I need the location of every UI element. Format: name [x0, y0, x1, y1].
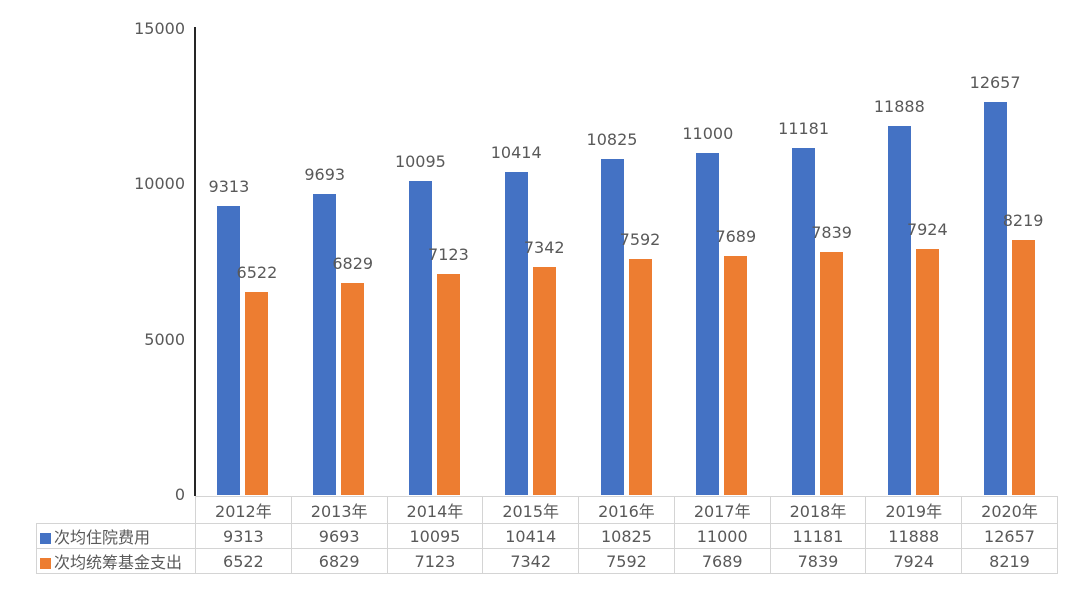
bar-data-label-series-1-2014年: 7123 — [428, 244, 469, 264]
bar-data-label-series-0-2015年: 10414 — [490, 142, 542, 162]
table-value-series-1-2014年: 7123 — [386, 548, 484, 574]
bar-data-label-series-0-2019年: 11888 — [873, 96, 925, 116]
table-header-2019年: 2019年 — [865, 496, 963, 524]
y-axis-tick-label: 15000 — [134, 19, 185, 38]
bar-data-label-series-0-2018年: 11181 — [778, 118, 830, 138]
table-value-series-1-2012年: 6522 — [195, 548, 292, 574]
bar-data-label-series-1-2018年: 7839 — [811, 222, 852, 242]
bar-series-1-2014年 — [436, 273, 460, 495]
bar-series-0-2016年 — [600, 158, 624, 495]
bar-series-0-2018年 — [792, 147, 816, 495]
legend-key-icon — [40, 558, 51, 569]
legend-key-icon — [40, 533, 51, 544]
table-value-series-0-2014年: 10095 — [386, 523, 484, 549]
table-header-2015年: 2015年 — [482, 496, 580, 524]
table-value-series-0-2019年: 11888 — [865, 523, 963, 549]
table-value-series-0-2012年: 9313 — [195, 523, 292, 549]
y-axis-tick-label: 10000 — [134, 174, 185, 194]
table-corner-cell — [37, 497, 196, 524]
y-axis-tick-label: 5000 — [144, 329, 185, 349]
y-axis-line — [194, 27, 196, 496]
table-header-2013年: 2013年 — [290, 496, 388, 524]
table-header-2017年: 2017年 — [673, 496, 771, 524]
table-row-series-0: 次均住院费用 9313 9693 10095 10414 10825 11000 11181 1… — [36, 523, 1058, 549]
legend-label: 次均住院费用 — [54, 528, 151, 547]
table-value-series-0-2017年: 11000 — [673, 523, 771, 549]
table-value-series-1-2018年: 7839 — [769, 548, 867, 574]
bar-series-0-2019年 — [887, 125, 911, 495]
bar-series-1-2015年 — [532, 266, 556, 495]
bar-data-label-series-1-2020年: 8219 — [1002, 210, 1044, 230]
table-header-2012年: 2012年 — [195, 496, 292, 524]
bar-series-0-2012年 — [217, 205, 241, 495]
legend-cell-series-0: 次均住院费用 — [36, 523, 196, 549]
bar-series-1-2019年 — [915, 248, 939, 495]
plot-area: 15000 10000 5000 0 9313 9693 10095 10414 10825 11… — [134, 20, 1057, 504]
legend-label: 次均统筹基金支出 — [54, 553, 183, 572]
table-value-series-1-2019年: 7924 — [865, 548, 963, 574]
table-value-series-1-2017年: 7689 — [673, 548, 771, 574]
data-table: 2012年 2013年 2014年 2015年 2016年 2017年 2018年 2019年… — [36, 496, 1058, 574]
table-header-2020年: 2020年 — [961, 496, 1058, 524]
table-value-series-0-2018年: 11181 — [769, 523, 867, 549]
bar-series-1-2018年 — [820, 251, 844, 495]
table-row-series-1: 次均统筹基金支出 6522 6829 7123 7342 7592 7689 7839 7924… — [36, 548, 1058, 574]
table-value-series-0-2013年: 9693 — [290, 523, 388, 549]
bar-data-label-series-1-2017年: 7689 — [715, 227, 757, 247]
table-header-2016年: 2016年 — [578, 496, 675, 524]
table-value-series-0-2020年: 12657 — [961, 523, 1058, 549]
table-value-series-1-2016年: 7592 — [578, 548, 675, 574]
y-axis-tick-label: 0 — [174, 485, 185, 504]
bar-series-1-2012年 — [245, 292, 269, 495]
bar-series-1-2016年 — [628, 259, 652, 495]
table-value-series-0-2016年: 10825 — [578, 523, 675, 549]
bar-data-label-series-1-2019年: 7924 — [906, 219, 948, 239]
bar-data-label-series-0-2012年: 9313 — [208, 176, 250, 196]
bar-data-label-series-0-2014年: 10095 — [394, 152, 446, 172]
bar-data-label-series-0-2016年: 10825 — [586, 129, 638, 149]
bar-data-label-series-0-2020年: 12657 — [969, 72, 1021, 92]
table-header-2018年: 2018年 — [769, 496, 867, 524]
table-header-2014年: 2014年 — [386, 496, 484, 524]
bar-series-0-2013年 — [313, 193, 337, 495]
bar-series-1-2017年 — [724, 256, 748, 495]
table-value-series-1-2020年: 8219 — [961, 548, 1058, 574]
bar-series-0-2017年 — [696, 153, 720, 495]
bar-series-1-2020年 — [1011, 239, 1035, 495]
bar-data-label-series-1-2015年: 7342 — [523, 237, 565, 257]
bar-data-label-series-0-2017年: 11000 — [682, 124, 734, 144]
table-value-series-1-2013年: 6829 — [290, 548, 388, 574]
legend-cell-series-1: 次均统筹基金支出 — [36, 548, 196, 574]
bar-data-label-series-1-2013年: 6829 — [332, 253, 374, 273]
table-value-series-0-2015年: 10414 — [482, 523, 580, 549]
bar-series-0-2020年 — [983, 101, 1007, 495]
bar-series-1-2013年 — [341, 282, 365, 495]
bar-data-label-series-1-2012年: 6522 — [236, 263, 278, 283]
bar-data-label-series-1-2016年: 7592 — [619, 230, 661, 250]
bar-series-0-2014年 — [408, 181, 432, 495]
bar-data-label-series-0-2013年: 9693 — [304, 164, 346, 184]
table-value-series-1-2015年: 7342 — [482, 548, 580, 574]
bar-series-0-2015年 — [504, 171, 528, 495]
